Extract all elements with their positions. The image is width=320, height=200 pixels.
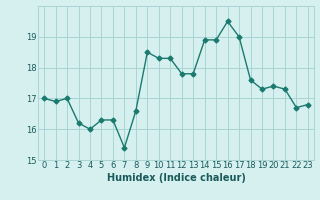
X-axis label: Humidex (Indice chaleur): Humidex (Indice chaleur) (107, 173, 245, 183)
